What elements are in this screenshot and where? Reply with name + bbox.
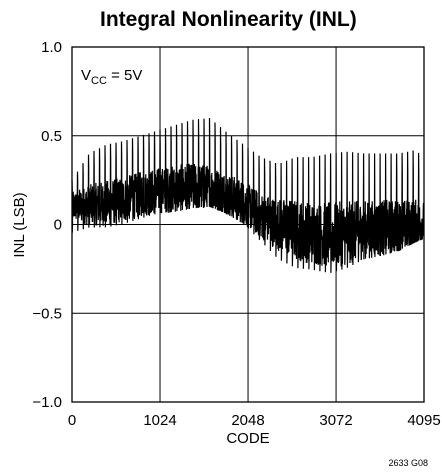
vcc-suffix: = 5V	[107, 67, 142, 84]
x-tick-label: 1024	[143, 412, 176, 429]
x-tick-labels: 0 1024 2048 3072 4095	[68, 412, 441, 429]
x-tick-label: 3072	[319, 412, 352, 429]
y-tick-label: −1.0	[32, 394, 62, 411]
vcc-annotation: VCC = 5V	[81, 67, 142, 87]
x-tick-label: 0	[68, 412, 76, 429]
y-tick-labels: 1.0 0.5 0 −0.5 −1.0	[32, 39, 62, 411]
y-tick-label: 1.0	[41, 39, 62, 56]
x-tick-label: 4095	[407, 412, 440, 429]
x-tick-label: 2048	[231, 412, 264, 429]
vcc-prefix: V	[81, 67, 91, 84]
inl-series-line	[71, 117, 425, 273]
vcc-subscript: CC	[91, 75, 107, 87]
y-axis-label: INL (LSB)	[11, 192, 28, 257]
y-tick-label: −0.5	[32, 305, 62, 322]
figure-footnote: 2633 G08	[388, 458, 428, 468]
y-tick-label: 0.5	[41, 128, 62, 145]
annotation-background	[77, 58, 157, 94]
x-axis-label: CODE	[226, 430, 269, 447]
chart-title: Integral Nonlinearity (INL)	[100, 8, 357, 31]
inl-trace	[71, 117, 425, 273]
y-tick-label: 0	[54, 217, 62, 234]
